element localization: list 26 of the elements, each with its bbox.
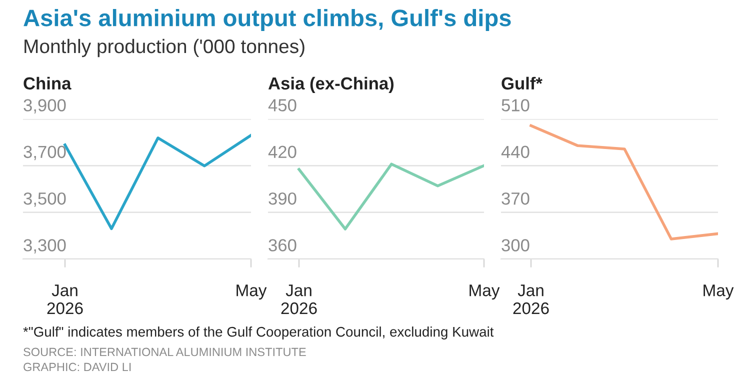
y-tick-label: 3,500 [24, 192, 66, 207]
y-tick-label: 420 [268, 146, 296, 158]
chart-title: China [24, 76, 72, 90]
text: GRAPHIC: DAVID LI [24, 362, 131, 372]
text: Asia's aluminium output climbs, Gulf's dips [24, 8, 511, 32]
text: Monthly production ('000 tonnes) [24, 38, 304, 58]
y-tick-label: 510 [502, 99, 530, 112]
text: *"Gulf" indicates members of the Gulf Cooperation Council, excluding Kuwait [23, 326, 494, 340]
y-tick-label: 390 [268, 192, 296, 205]
x-tick-label: May [236, 284, 267, 300]
chart-title: Asia (ex-China) [268, 76, 394, 93]
x-tick-label: May [470, 284, 500, 300]
y-tick-label: 300 [502, 239, 530, 252]
y-tick-label: 370 [502, 192, 530, 205]
x-tick-label: May [704, 284, 734, 300]
y-tick-label: 450 [268, 99, 296, 112]
y-tick-label: 3,300 [24, 239, 66, 254]
source-note: SOURCE: INTERNATIONAL ALUMINIUM INSTITUTE [24, 348, 306, 356]
y-tick-label: 3,700 [24, 146, 66, 160]
x-tick-label: Jan 2026 [513, 284, 549, 314]
y-tick-label: 3,900 [24, 99, 66, 114]
x-tick-label: Jan 2026 [47, 284, 83, 314]
y-tick-label: 360 [268, 239, 296, 252]
x-tick-label: Jan 2026 [281, 284, 317, 314]
y-tick-label: 440 [501, 146, 530, 158]
chart-title: Gulf* [502, 76, 542, 90]
